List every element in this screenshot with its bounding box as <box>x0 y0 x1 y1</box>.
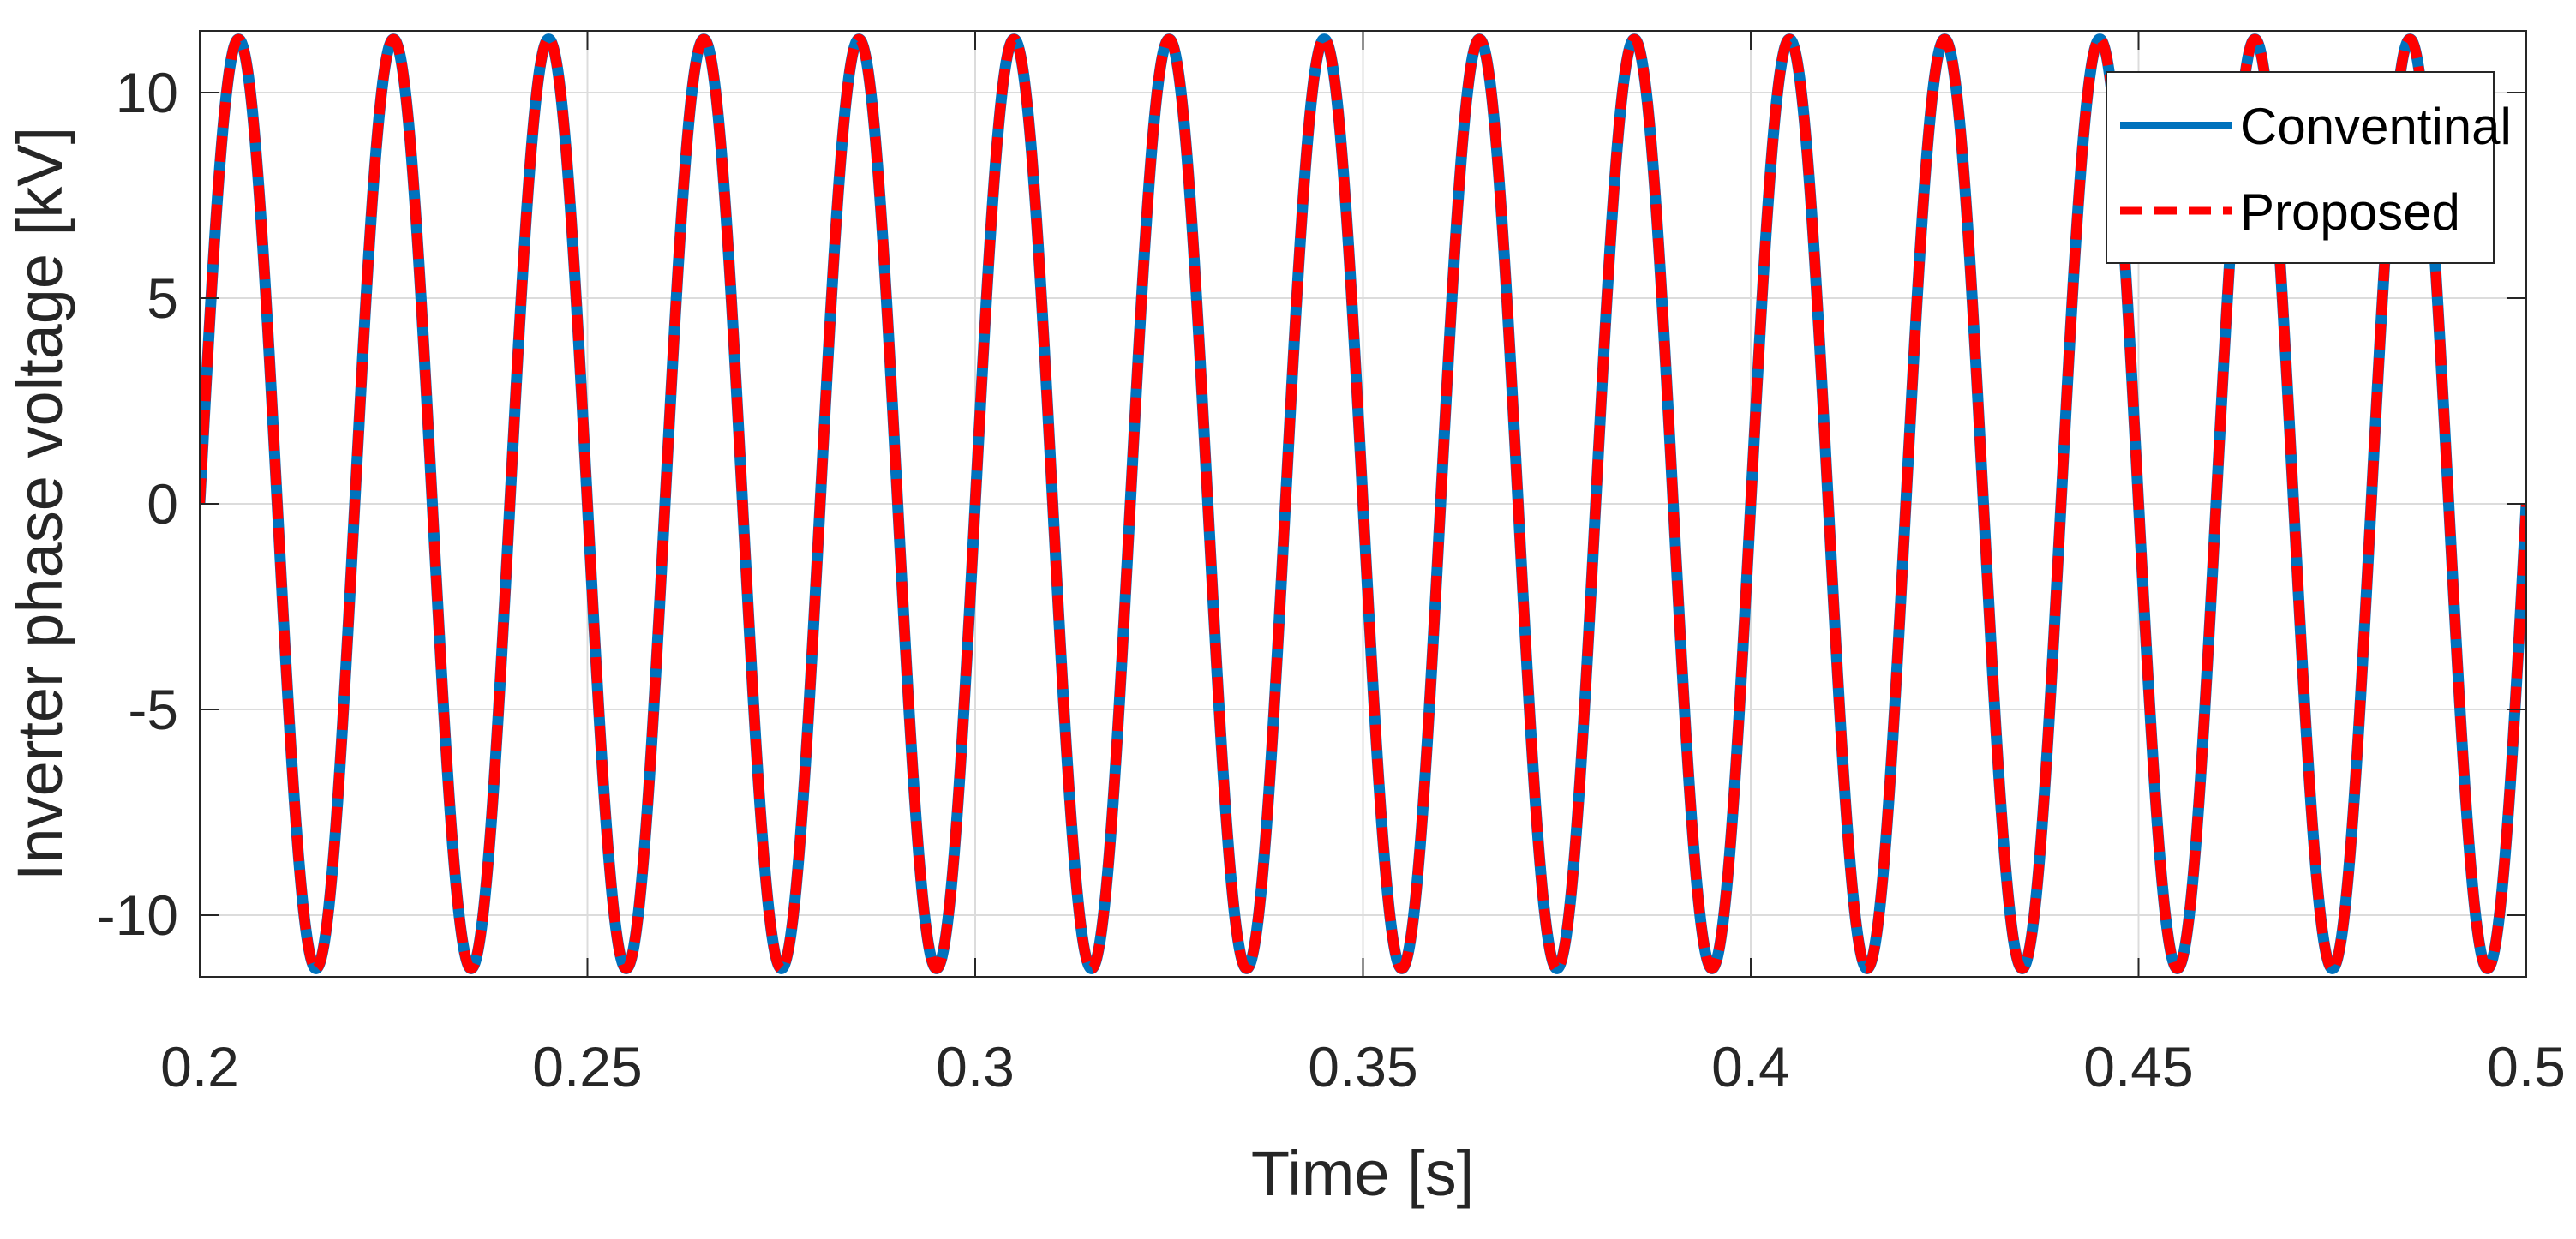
axis-ticks <box>199 31 2527 977</box>
legend: Conventinal Proposed <box>2106 71 2512 264</box>
x-tick-label: 0.2 <box>160 1035 239 1098</box>
y-tick-label: -10 <box>97 883 178 947</box>
legend-label-proposed: Proposed <box>2240 183 2460 241</box>
x-tick-label: 0.5 <box>2487 1035 2566 1098</box>
x-tick-label: 0.25 <box>532 1035 642 1098</box>
y-tick-label: 5 <box>147 266 178 330</box>
x-tick-labels: 0.2 0.25 0.3 0.35 0.4 0.45 0.5 <box>160 1035 2566 1098</box>
x-tick-label: 0.35 <box>1308 1035 1417 1098</box>
x-tick-label: 0.45 <box>2083 1035 2193 1098</box>
legend-label-conventinal: Conventinal <box>2240 98 2512 155</box>
x-tick-label: 0.3 <box>936 1035 1015 1098</box>
y-tick-label: 10 <box>116 61 178 124</box>
y-tick-label: -5 <box>128 678 178 741</box>
y-tick-label: 0 <box>147 472 178 536</box>
series-layer <box>200 33 2526 974</box>
x-tick-label: 0.4 <box>1711 1035 1790 1098</box>
series-line-proposed <box>200 33 2526 974</box>
y-tick-labels: -10 -5 0 5 10 <box>97 61 178 947</box>
x-axis-title: Time [s] <box>1251 1138 1474 1209</box>
y-axis-title: Inverter phase voltage [kV] <box>4 127 75 881</box>
legend-box <box>2106 71 2495 264</box>
